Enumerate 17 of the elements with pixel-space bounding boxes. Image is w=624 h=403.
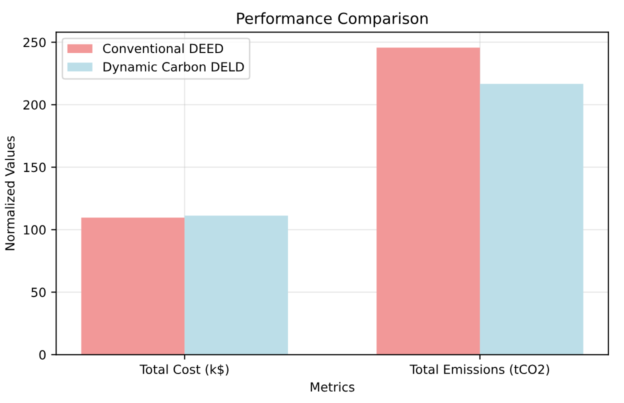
y-tick-label: 250 (23, 38, 46, 48)
y-tick-label: 150 (24, 162, 46, 172)
y-axis-title: Normalized Values (4, 136, 15, 250)
bar (480, 84, 584, 355)
bar (81, 218, 185, 355)
x-tick-label: Total Cost (k$) (140, 364, 228, 376)
x-axis-title: Metrics (310, 382, 354, 392)
y-tick-label: 100 (24, 225, 46, 235)
legend-label: Conventional DEED (103, 43, 224, 54)
bar (184, 216, 288, 355)
legend-label: Dynamic Carbon DELD (104, 62, 244, 74)
chart-title: Performance Comparison (237, 12, 428, 28)
y-tick-label: 0 (39, 350, 46, 360)
x-tick-label: Total Emissions (tCO2) (410, 364, 550, 376)
y-tick-label: 200 (23, 100, 46, 110)
y-tick-label: 50 (31, 288, 46, 298)
bar (376, 48, 480, 355)
